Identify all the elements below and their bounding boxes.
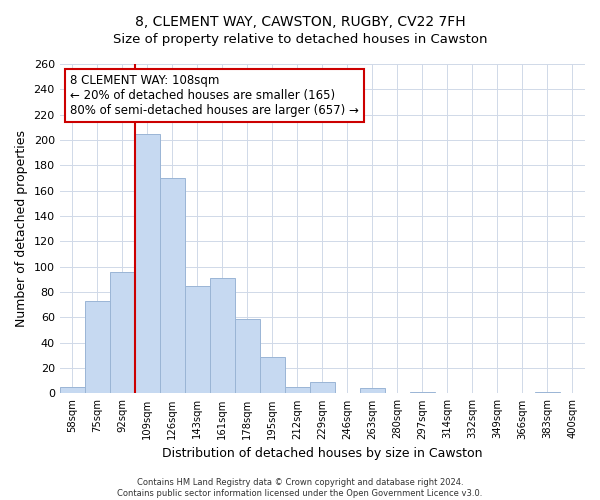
Y-axis label: Number of detached properties: Number of detached properties [15,130,28,327]
X-axis label: Distribution of detached houses by size in Cawston: Distribution of detached houses by size … [162,447,482,460]
Bar [285,387,310,394]
Text: 8 CLEMENT WAY: 108sqm
← 20% of detached houses are smaller (165)
80% of semi-det: 8 CLEMENT WAY: 108sqm ← 20% of detached … [70,74,359,117]
Bar [260,356,285,394]
Bar [360,388,385,394]
Bar [85,301,110,394]
Bar [110,272,135,394]
Bar [535,392,560,394]
Bar [235,318,260,394]
Text: Size of property relative to detached houses in Cawston: Size of property relative to detached ho… [113,32,487,46]
Text: Contains HM Land Registry data © Crown copyright and database right 2024.
Contai: Contains HM Land Registry data © Crown c… [118,478,482,498]
Bar [135,134,160,394]
Bar [410,392,435,394]
Bar [59,387,85,394]
Bar [210,278,235,394]
Text: 8, CLEMENT WAY, CAWSTON, RUGBY, CV22 7FH: 8, CLEMENT WAY, CAWSTON, RUGBY, CV22 7FH [134,15,466,29]
Bar [160,178,185,394]
Bar [185,286,210,394]
Bar [310,382,335,394]
